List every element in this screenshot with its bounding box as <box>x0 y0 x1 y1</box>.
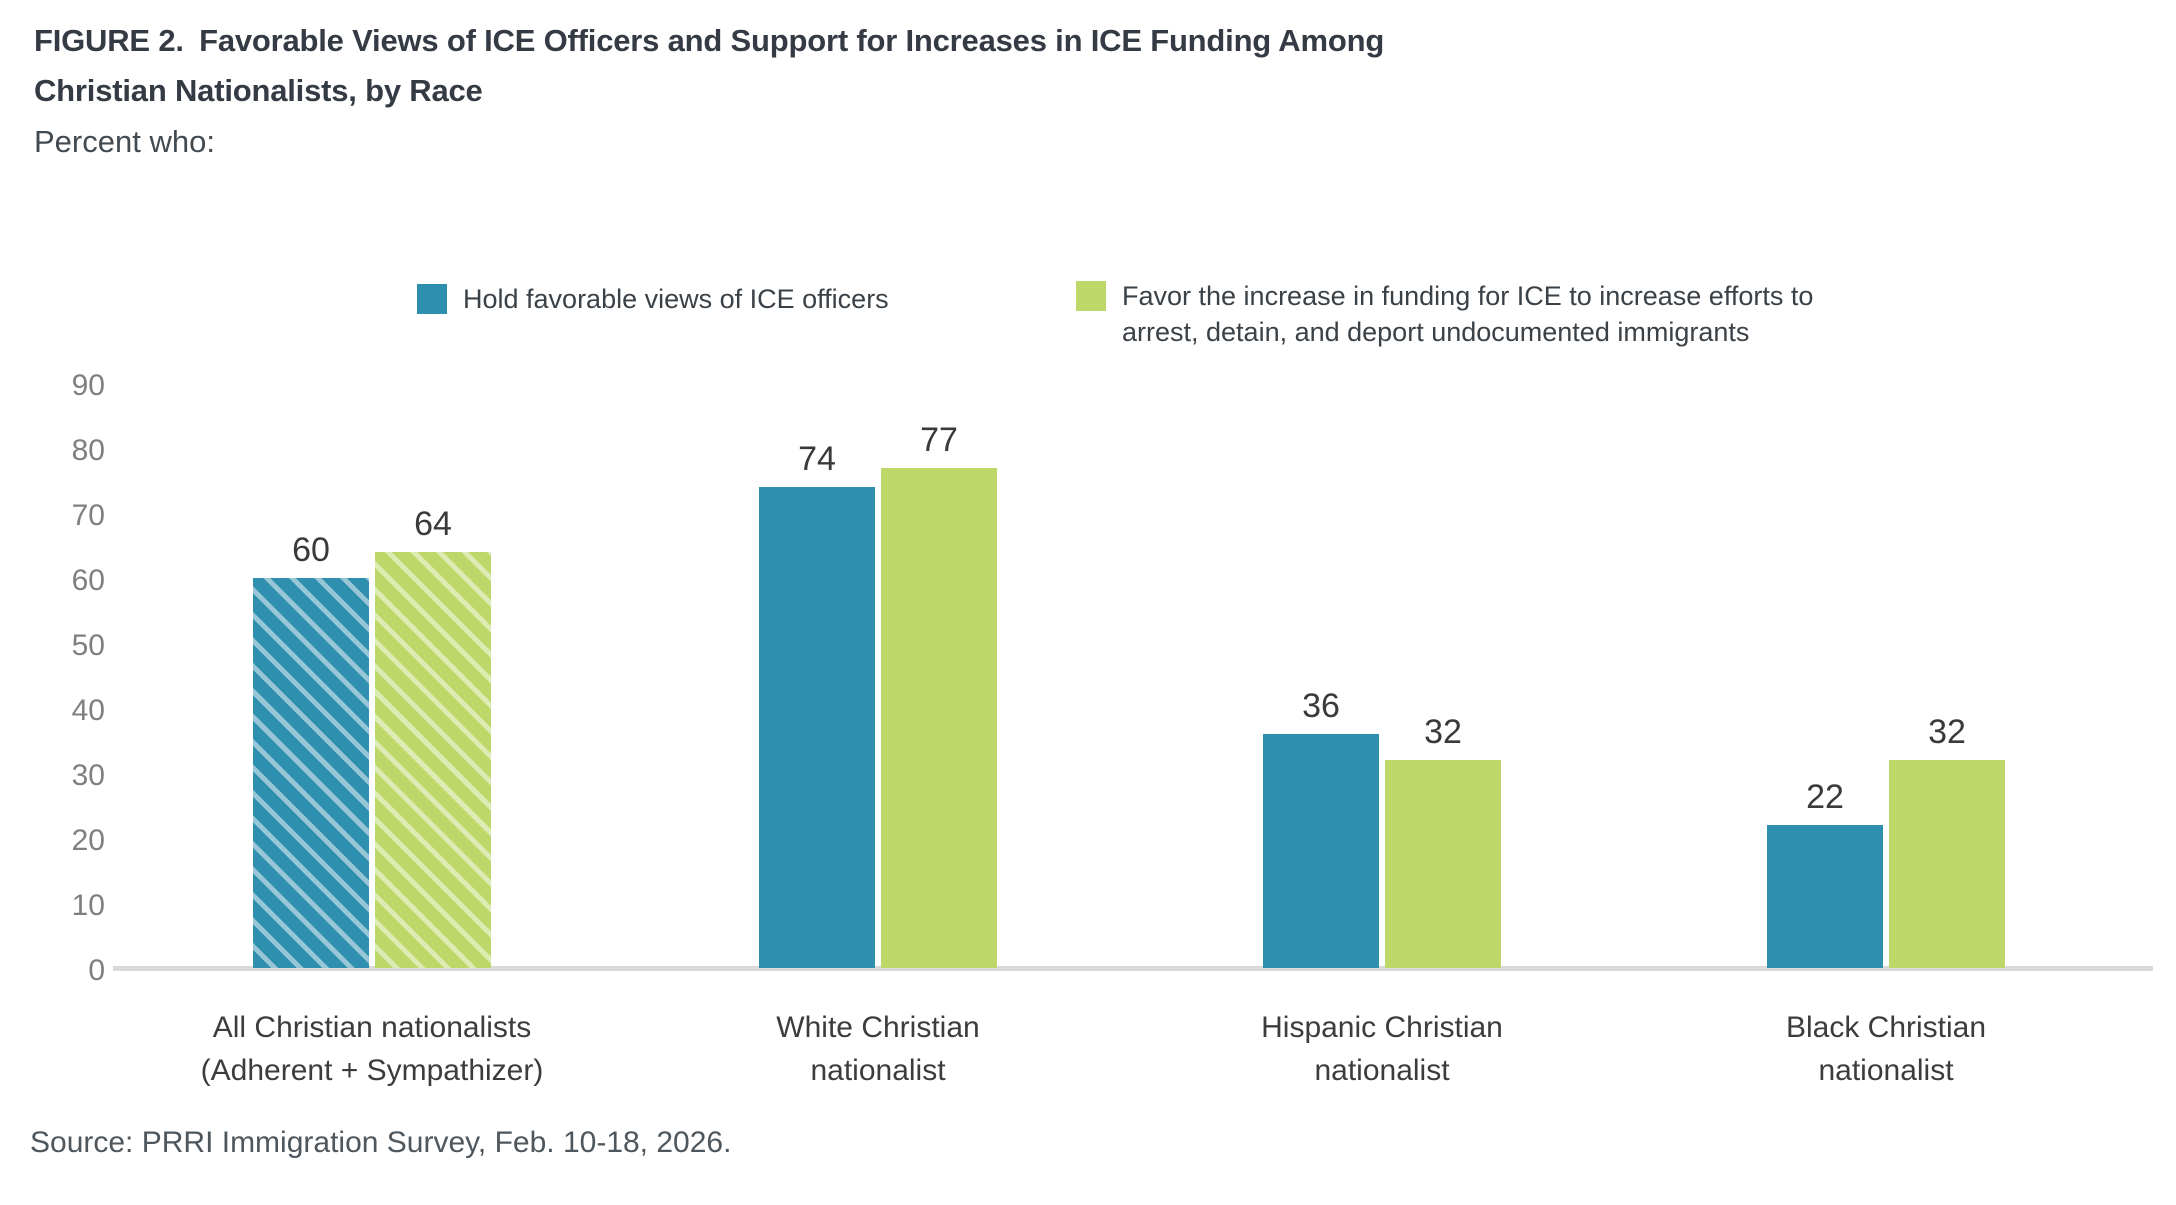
x-axis-line <box>113 966 2153 971</box>
y-axis-tick-label: 60 <box>71 564 105 597</box>
bar-series2-group4 <box>1889 760 2005 968</box>
bar-series1-group4 <box>1767 825 1883 968</box>
bar-value-label: 32 <box>1928 713 1966 751</box>
bar-series1-group1 <box>253 578 369 968</box>
bar-series2-group2 <box>881 467 997 968</box>
y-axis-tick-label: 70 <box>71 499 105 532</box>
y-axis-tick-label: 40 <box>71 694 105 727</box>
legend-label: Favor the increase in funding for ICE to… <box>1122 281 1814 347</box>
x-axis-category-label: White Christian nationalist <box>776 1011 980 1087</box>
legend-label: Hold favorable views of ICE officers <box>463 284 889 314</box>
legend-item-favor-funding: Favor the increase in funding for ICE to… <box>1076 278 1813 350</box>
x-axis-category-label: Black Christian nationalist <box>1785 1011 1987 1087</box>
bar-value-label: 60 <box>292 531 330 569</box>
figure-subtitle: Percent who: <box>34 124 215 159</box>
bar-value-label: 64 <box>414 505 452 543</box>
legend-item-favorable-views: Hold favorable views of ICE officers <box>417 281 889 317</box>
y-axis-tick-label: 20 <box>71 824 105 857</box>
bar-series2-group1 <box>375 552 491 968</box>
x-axis-category-label: Hispanic Christian nationalist <box>1261 1011 1503 1087</box>
bar-value-label: 77 <box>920 420 958 459</box>
figure-title: FIGURE 2. Favorable Views of ICE Officer… <box>34 23 1385 108</box>
bar-value-label: 32 <box>1424 713 1462 751</box>
source-note: Source: PRRI Immigration Survey, Feb. 10… <box>30 1126 732 1159</box>
bar-value-label: 22 <box>1806 778 1844 816</box>
bar-value-label: 36 <box>1302 687 1340 725</box>
bar-series1-group3 <box>1263 734 1379 968</box>
x-axis-category-label: All Christian nationalists (Adherent + Sy… <box>200 1011 544 1087</box>
y-axis-tick-label: 50 <box>71 629 105 662</box>
y-axis-tick-label: 30 <box>71 759 105 792</box>
y-axis-tick-label: 0 <box>88 954 105 987</box>
bar-series2-group3 <box>1385 760 1501 968</box>
y-axis-tick-label: 80 <box>71 434 105 467</box>
legend-swatch-icon <box>1076 281 1106 311</box>
y-axis-tick-label: 10 <box>71 889 105 922</box>
legend-swatch-icon <box>417 284 447 314</box>
bar-series1-group2 <box>759 487 875 968</box>
bar-value-label: 74 <box>798 440 836 478</box>
y-axis-tick-label: 90 <box>71 369 105 402</box>
